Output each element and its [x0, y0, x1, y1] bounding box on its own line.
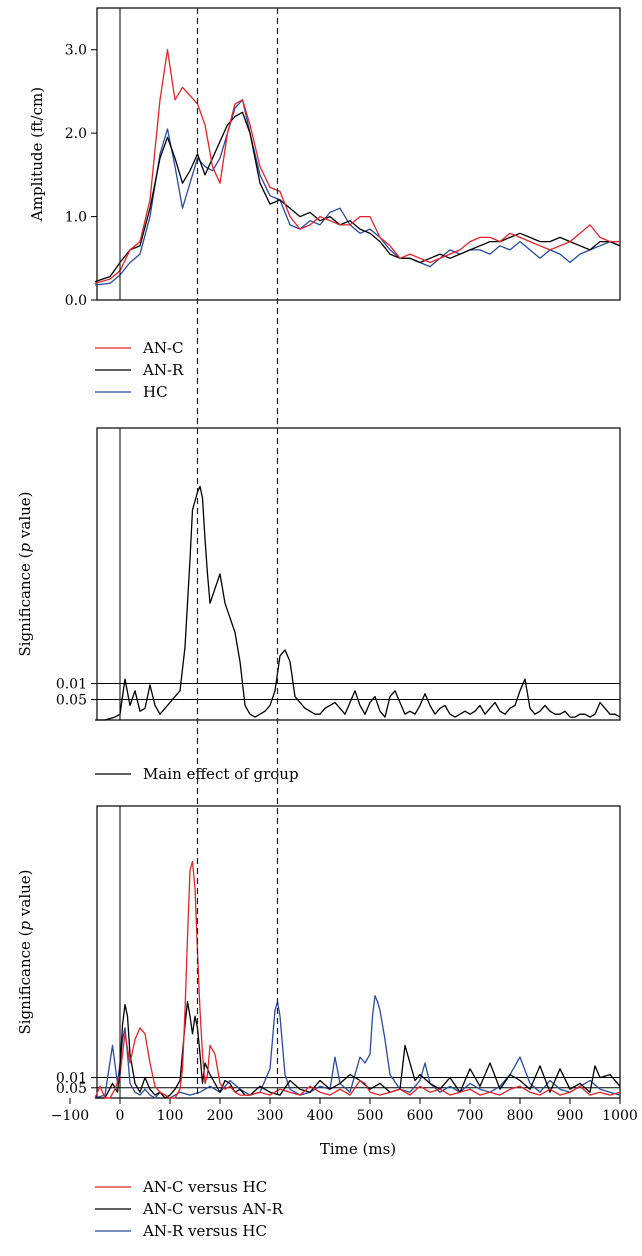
x-tick-label: 1000 — [602, 1108, 638, 1124]
y-axis-label: Significance (p value) — [16, 869, 34, 1034]
legend-label: AN-R — [142, 361, 184, 379]
x-tick-label: 200 — [207, 1108, 234, 1124]
y-ticks: 0.0 1.0 2.0 3.0 — [65, 43, 97, 309]
y-tick-label: 0.01 — [56, 677, 87, 693]
y-ticks: 0.010.05 — [56, 677, 620, 709]
y-tick-label: 0.05 — [56, 693, 87, 709]
x-tick-label: 300 — [257, 1108, 284, 1124]
x-tick-label: −100 — [51, 1108, 89, 1124]
y-axis-label: Significance (p value) — [16, 491, 34, 656]
amplitude-panel: 0.0 1.0 2.0 3.0 Amplitude (ft/cm) — [28, 7, 621, 309]
series-line-main-effect-of-group — [95, 485, 621, 721]
legend-label: Main effect of group — [143, 765, 299, 783]
x-tick-label: 100 — [157, 1108, 184, 1124]
panel-frame — [96, 7, 621, 301]
series-line-an-c — [94, 49, 620, 284]
x-tick-label: 0 — [116, 1108, 125, 1124]
x-tick-label: 800 — [507, 1108, 534, 1124]
y-tick-label: 0.01 — [56, 1071, 87, 1087]
series-lines — [94, 49, 621, 286]
y-tick-label: 0.0 — [65, 293, 87, 309]
y-ticks: 0.010.05 — [56, 1071, 620, 1097]
x-axis-label: Time (ms) — [320, 1140, 396, 1158]
series-line-an-r-versus-hc — [94, 995, 621, 1099]
pairwise-panel: 0.010.05 −100 0 100 200 300 400 500 600 700 800 90… — [16, 805, 638, 1158]
panel-frame — [96, 427, 621, 721]
legend-label: AN-R versus HC — [142, 1222, 267, 1240]
time-markers — [196, 8, 279, 1098]
main-effect-panel: 0.010.05 Significance (p value) — [16, 427, 621, 721]
panel-frame — [96, 805, 621, 1099]
legend-label: AN-C versus AN-R — [142, 1200, 284, 1218]
x-ticks: −100 0 100 200 300 400 500 600 700 800 900 1000 — [51, 1098, 638, 1124]
x-tick-label: 400 — [307, 1108, 334, 1124]
y-tick-label: 1.0 — [65, 210, 87, 226]
x-tick-label: 900 — [557, 1108, 584, 1124]
series-lines — [95, 485, 621, 721]
series-line-an-c-versus-hc — [94, 860, 621, 1099]
y-tick-label: 2.0 — [65, 126, 87, 142]
legend-label: AN-C versus HC — [142, 1178, 267, 1196]
series-lines — [94, 860, 621, 1099]
x-tick-label: 500 — [357, 1108, 384, 1124]
series-line-hc — [94, 99, 621, 286]
legend-label: AN-C — [142, 339, 184, 357]
y-tick-label: 3.0 — [65, 43, 87, 59]
y-tick-label: 0.05 — [56, 1081, 87, 1097]
y-axis-label: Amplitude (ft/cm) — [28, 87, 46, 222]
legend-top: AN-C AN-R HC — [95, 339, 184, 401]
legend-bottom: AN-C versus HC AN-C versus AN-R AN-R versu… — [95, 1178, 284, 1240]
legend-label: HC — [143, 383, 168, 401]
series-line-an-r — [94, 111, 621, 283]
x-tick-label: 700 — [457, 1108, 484, 1124]
series-line-an-c-versus-an-r — [95, 1000, 621, 1099]
x-tick-label: 600 — [407, 1108, 434, 1124]
legend-middle: Main effect of group — [95, 765, 299, 783]
